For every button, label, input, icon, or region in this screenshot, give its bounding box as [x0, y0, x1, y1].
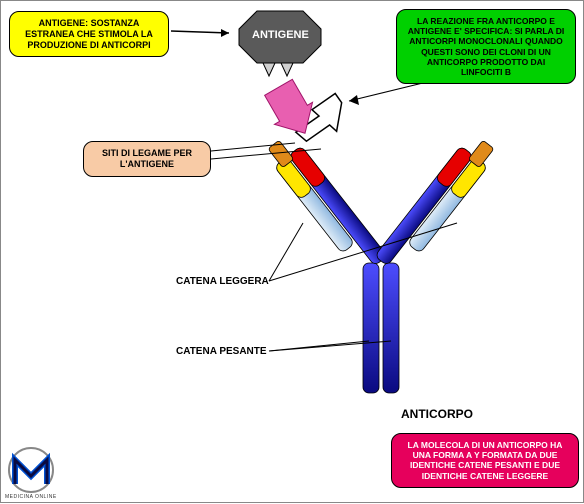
box-reaction: LA REAZIONE FRA ANTICORPO E ANTIGENE E' …	[396, 9, 576, 84]
antibody	[263, 132, 499, 393]
antigen-triangle-2	[281, 63, 293, 76]
box-molecule: LA MOLECOLA DI UN ANTICORPO HA UNA FORMA…	[391, 433, 579, 488]
antigen-triangle-1	[263, 63, 275, 76]
box-reaction-text: LA REAZIONE FRA ANTICORPO E ANTIGENE E' …	[408, 16, 564, 77]
logo-icon	[5, 446, 57, 498]
label-heavy-chain: CATENA PESANTE	[176, 346, 267, 357]
box-antigen-definition: ANTIGENE: SOSTANZA ESTRANEA CHE STIMOLA …	[9, 11, 169, 57]
arrow-yellow-to-octagon	[171, 31, 229, 33]
logo-text: MEDICINA ONLINE	[5, 494, 57, 500]
box-binding-sites-text: SITI DI LEGAME PER L'ANTIGENE	[102, 148, 192, 169]
box-molecule-text: LA MOLECOLA DI UN ANTICORPO HA UNA FORMA…	[408, 440, 563, 481]
box-binding-sites: SITI DI LEGAME PER L'ANTIGENE	[83, 141, 211, 177]
box-antigen-definition-text: ANTIGENE: SOSTANZA ESTRANEA CHE STIMOLA …	[25, 18, 153, 50]
label-light-chain: CATENA LEGGERA	[176, 276, 269, 287]
label-antibody: ANTICORPO	[401, 407, 473, 421]
label-antigen-shape: ANTIGENE	[252, 29, 309, 41]
